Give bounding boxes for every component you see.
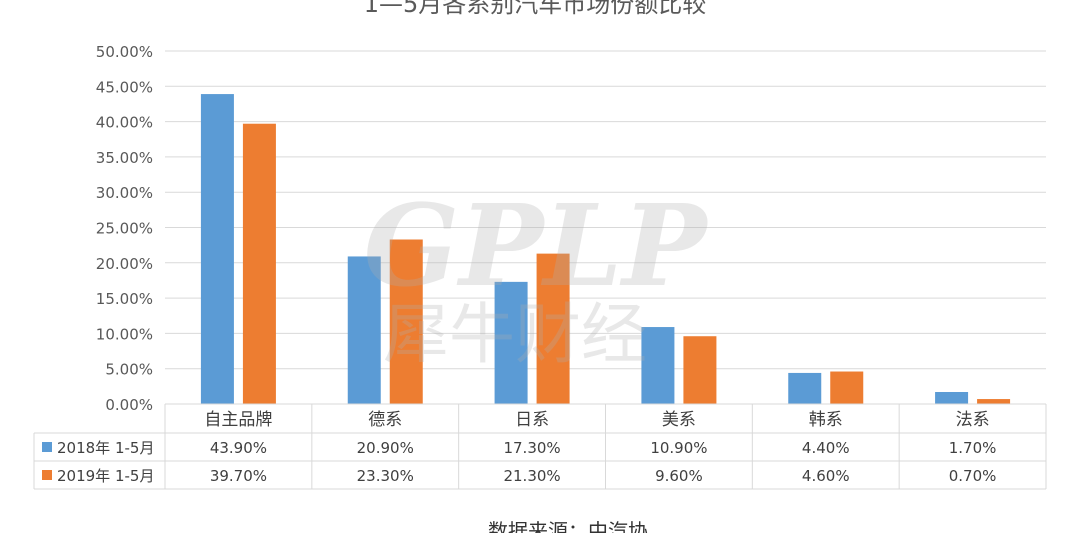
table-value: 23.30%	[357, 467, 414, 485]
x-category-label: 自主品牌	[204, 410, 272, 430]
table-value: 20.90%	[357, 439, 414, 457]
bar-2018-1	[347, 256, 381, 404]
table-value: 1.70%	[949, 439, 997, 457]
gridlines	[165, 50, 1046, 405]
bar-2019-2	[536, 253, 570, 404]
table-value: 39.70%	[210, 467, 267, 485]
bar-2019-1	[389, 239, 423, 404]
legend-key	[42, 442, 52, 452]
y-tick-label: 20.00%	[96, 255, 153, 273]
x-category-label: 德系	[368, 410, 402, 430]
bar-2019-4	[830, 371, 864, 404]
legend-label: 2019年 1-5月	[57, 467, 154, 485]
y-tick-label: 45.00%	[96, 78, 153, 96]
x-category-label: 美系	[662, 410, 696, 430]
bar-2018-0	[200, 94, 234, 404]
legend-label: 2018年 1-5月	[57, 439, 154, 457]
y-tick-label: 5.00%	[105, 361, 153, 379]
data-table: 自主品牌 德系 日系 美系 韩系 法系 2018年 1-5月 43.90% 20.90% 17.3…	[33, 403, 1047, 490]
watermark-cn: 犀牛财经	[383, 296, 647, 373]
x-category-label: 法系	[956, 410, 990, 430]
y-tick-label: 15.00%	[96, 290, 153, 308]
table-value: 4.40%	[802, 439, 850, 457]
table-value: 21.30%	[503, 467, 560, 485]
y-tick-label: 50.00%	[96, 43, 153, 61]
bar-2018-3	[641, 327, 675, 404]
table-value: 0.70%	[949, 467, 997, 485]
y-tick-label: 25.00%	[96, 220, 153, 238]
bar-2019-0	[242, 123, 276, 404]
bar-2018-5	[935, 391, 969, 404]
bar-2018-2	[494, 281, 528, 404]
x-category-label: 日系	[515, 410, 549, 430]
x-category-label: 韩系	[809, 410, 843, 430]
bar-2018-4	[788, 372, 822, 404]
table-value: 43.90%	[210, 439, 267, 457]
source-note: 数据来源：中汽协	[488, 519, 648, 533]
bars	[200, 94, 1011, 404]
watermark: GPLP 犀牛财经	[364, 181, 710, 373]
bar-2019-5	[977, 399, 1011, 404]
y-tick-label: 0.00%	[105, 396, 153, 414]
y-axis-ticks: 0.00% 5.00% 10.00% 15.00% 20.00% 25.00% 30.00%…	[96, 43, 153, 414]
table-value: 10.90%	[650, 439, 707, 457]
y-tick-label: 30.00%	[96, 184, 153, 202]
table-value: 4.60%	[802, 467, 850, 485]
y-tick-label: 10.00%	[96, 325, 153, 343]
watermark-logo: GPLP	[364, 181, 710, 312]
bar-2019-3	[683, 336, 717, 404]
y-tick-label: 35.00%	[96, 149, 153, 167]
legend-key	[42, 470, 52, 480]
chart-title: 1—5月各系别汽车市场份额比较	[364, 0, 707, 18]
y-tick-label: 40.00%	[96, 114, 153, 132]
table-value: 17.30%	[503, 439, 560, 457]
table-value: 9.60%	[655, 467, 703, 485]
